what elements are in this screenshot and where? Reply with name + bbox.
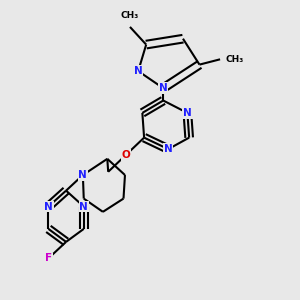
Text: N: N [79, 170, 87, 180]
Text: CH₃: CH₃ [120, 11, 139, 20]
Text: N: N [159, 83, 168, 93]
Text: N: N [80, 202, 88, 212]
Text: N: N [134, 66, 142, 76]
Text: O: O [122, 150, 130, 160]
Text: N: N [183, 108, 192, 118]
Text: CH₃: CH₃ [225, 55, 244, 64]
Text: N: N [44, 202, 53, 212]
Text: F: F [45, 254, 52, 263]
Text: N: N [164, 144, 172, 154]
